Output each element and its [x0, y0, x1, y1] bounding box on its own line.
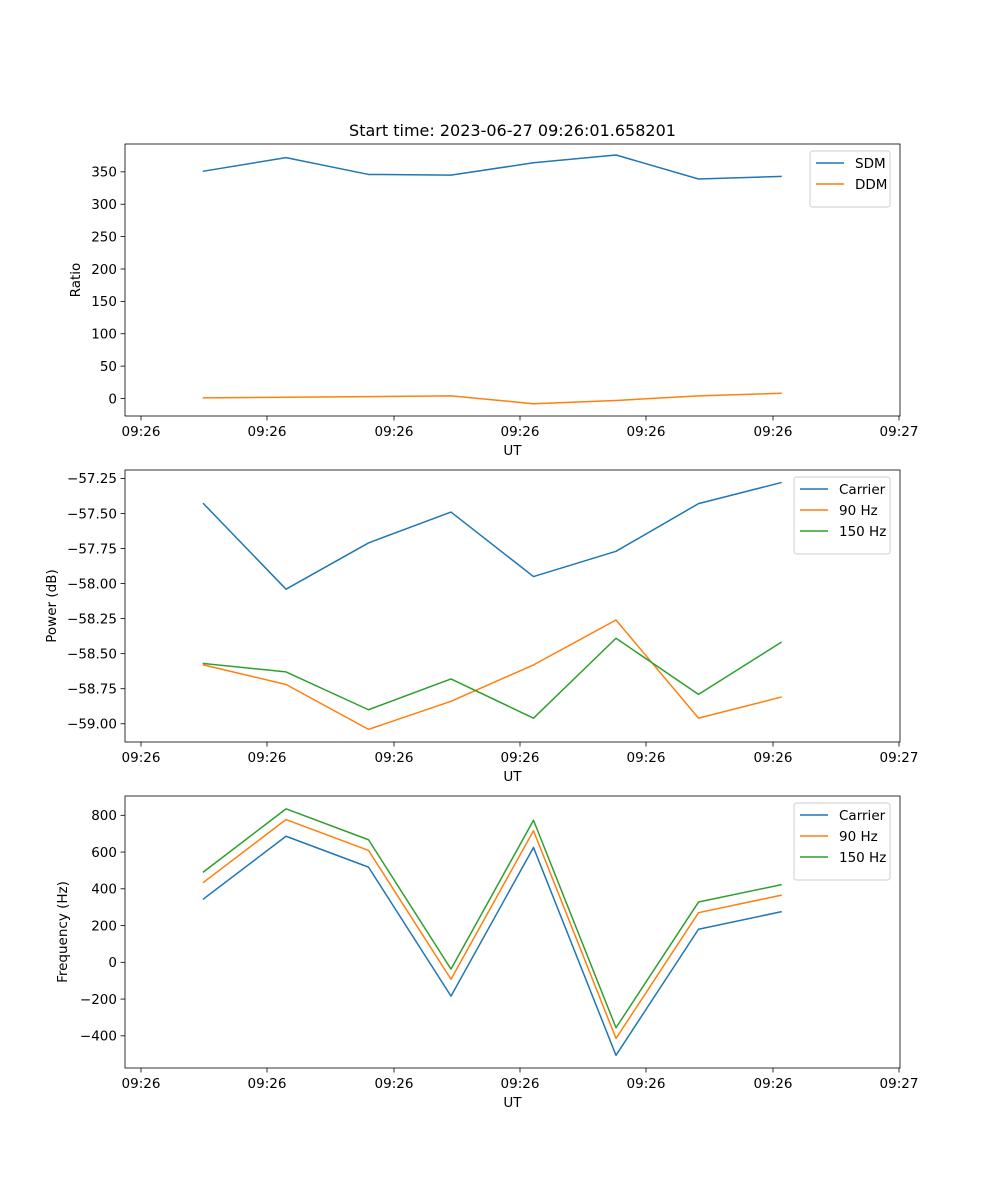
x-tick-label: 09:26	[627, 424, 666, 440]
series-line-sdm	[202, 154, 782, 180]
legend-label: Carrier	[839, 482, 886, 498]
chart-panel-3: 09:26 09:26 09:26 09:26 09:26 09:26 09:27 −400 −…	[55, 795, 919, 1111]
series-line-carrier	[202, 835, 782, 1057]
x-tick-label: 09:26	[122, 750, 161, 766]
x-axis-label: UT	[503, 443, 522, 459]
x-tick-label: 09:26	[122, 1076, 161, 1092]
x-tick-label: 09:26	[248, 424, 287, 440]
x-tick-label: 09:26	[627, 750, 666, 766]
y-tick-label: −58.75	[67, 682, 117, 698]
series-line-90-hz	[202, 619, 782, 731]
y-tick-label: −57.25	[67, 471, 117, 487]
legend-label: 150 Hz	[839, 850, 886, 866]
y-tick-label: 0	[108, 391, 117, 407]
legend: SDM DDM	[809, 150, 891, 208]
axes-frame	[124, 795, 901, 1069]
series-line-150-hz	[202, 808, 782, 1029]
y-tick-label: 600	[91, 845, 117, 861]
legend: Carrier 90 Hz 150 Hz	[793, 802, 891, 881]
legend-box	[793, 476, 891, 555]
y-tick-label: −400	[80, 1029, 117, 1045]
y-tick-label: 150	[91, 294, 117, 310]
x-tick-label: 09:26	[248, 1076, 287, 1092]
x-tick-label: 09:26	[375, 424, 414, 440]
x-tick-label: 09:26	[122, 424, 161, 440]
y-tick-label: 200	[91, 918, 117, 934]
legend-label: 90 Hz	[839, 503, 878, 519]
legend-label: Carrier	[839, 808, 886, 824]
x-tick-label: 09:26	[501, 424, 540, 440]
axes-frame	[124, 143, 901, 417]
y-tick-label: 50	[100, 359, 117, 375]
charts-group: 09:26 09:26 09:26 09:26 09:26 09:26 09:27 0 50 10…	[44, 143, 919, 1111]
x-axis-label: UT	[503, 1095, 522, 1111]
chart-title: Start time: 2023-06-27 09:26:01.658201	[349, 121, 676, 140]
x-tick-label: 09:26	[754, 750, 793, 766]
y-axis-label: Frequency (Hz)	[55, 881, 71, 983]
x-tick-label: 09:26	[754, 1076, 793, 1092]
x-tick-label: 09:27	[880, 750, 919, 766]
x-tick-label: 09:27	[880, 1076, 919, 1092]
x-tick-label: 09:26	[375, 750, 414, 766]
legend-label: 90 Hz	[839, 829, 878, 845]
y-tick-label: 300	[91, 197, 117, 213]
y-axis-label: Ratio	[68, 263, 84, 298]
x-tick-label: 09:26	[501, 750, 540, 766]
legend-label: 150 Hz	[839, 524, 886, 540]
x-tick-label: 09:26	[501, 1076, 540, 1092]
y-tick-label: 800	[91, 808, 117, 824]
series-line-carrier	[202, 481, 782, 590]
x-tick-label: 09:26	[754, 424, 793, 440]
y-tick-label: 350	[91, 165, 117, 181]
y-tick-label: −57.50	[67, 506, 117, 522]
x-tick-label: 09:26	[375, 1076, 414, 1092]
legend-label: SDM	[855, 156, 886, 172]
chart-panel-1: 09:26 09:26 09:26 09:26 09:26 09:26 09:27 0 50 10…	[68, 143, 919, 459]
axes-frame	[124, 469, 901, 743]
y-tick-label: 400	[91, 882, 117, 898]
y-tick-label: −58.25	[67, 611, 117, 627]
legend-box	[793, 802, 891, 881]
x-axis-label: UT	[503, 769, 522, 785]
x-tick-label: 09:27	[880, 424, 919, 440]
y-tick-label: 200	[91, 262, 117, 278]
x-tick-label: 09:26	[627, 1076, 666, 1092]
y-tick-label: −57.75	[67, 541, 117, 557]
y-tick-label: −58.00	[67, 576, 117, 592]
y-tick-label: −200	[80, 992, 117, 1008]
chart-panel-2: 09:26 09:26 09:26 09:26 09:26 09:26 09:27 −59.0…	[44, 469, 919, 785]
legend-box	[809, 150, 891, 208]
series-line-150-hz	[202, 637, 783, 719]
y-tick-label: 250	[91, 229, 117, 245]
series-line-90-hz	[202, 818, 782, 1040]
y-tick-label: 100	[91, 327, 117, 343]
y-axis-label: Power (dB)	[44, 569, 60, 642]
y-tick-label: 0	[108, 955, 117, 971]
series-line-ddm	[202, 392, 782, 405]
y-tick-label: −58.50	[67, 646, 117, 662]
y-tick-label: −59.00	[67, 717, 117, 733]
x-tick-label: 09:26	[248, 750, 287, 766]
legend: Carrier 90 Hz 150 Hz	[793, 476, 891, 555]
legend-label: DDM	[855, 177, 887, 193]
